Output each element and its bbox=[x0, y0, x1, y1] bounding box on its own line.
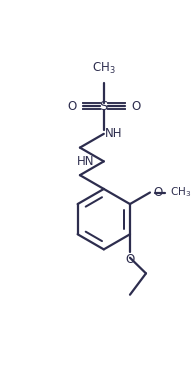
Text: CH$_3$: CH$_3$ bbox=[170, 186, 192, 199]
Text: O: O bbox=[125, 253, 135, 266]
Text: S: S bbox=[100, 100, 108, 113]
Text: O: O bbox=[153, 186, 163, 199]
Text: O: O bbox=[67, 100, 76, 113]
Text: O: O bbox=[131, 100, 141, 113]
Text: NH: NH bbox=[105, 127, 122, 141]
Text: CH$_3$: CH$_3$ bbox=[92, 61, 116, 76]
Text: HN: HN bbox=[76, 155, 94, 168]
